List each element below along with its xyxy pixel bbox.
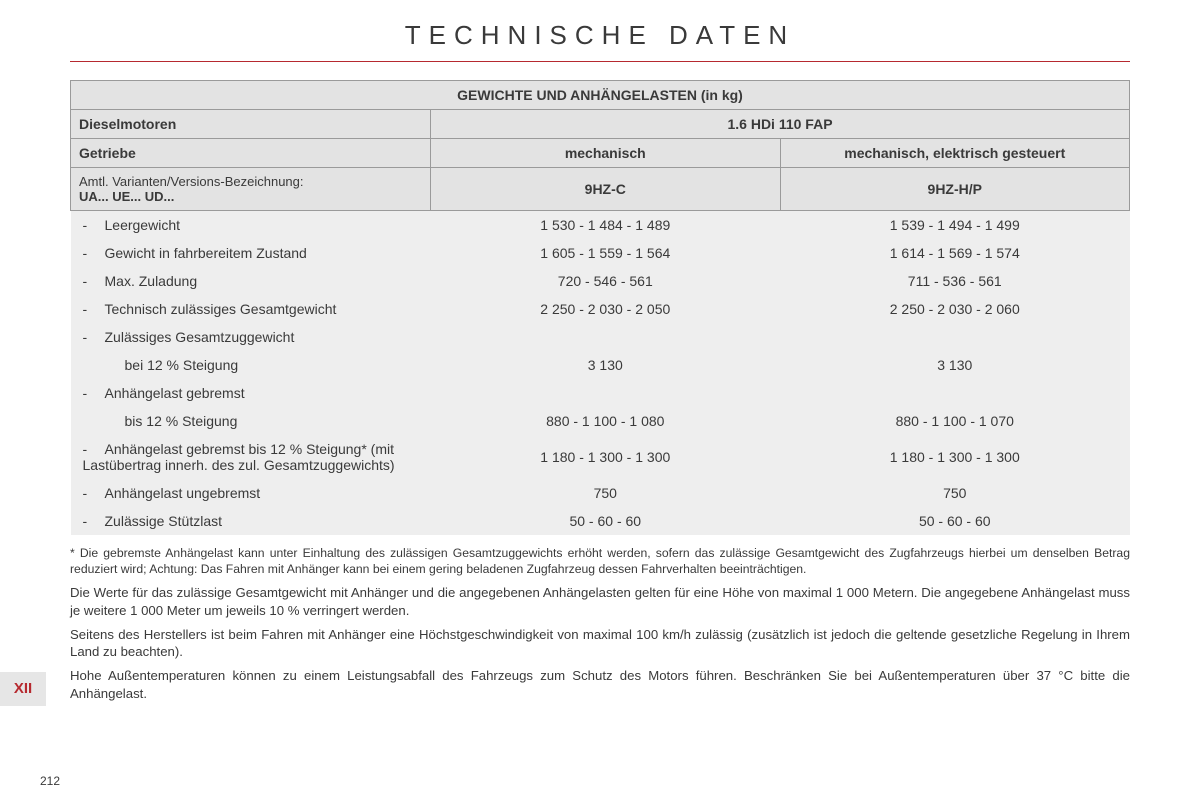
row-label: -Anhängelast gebremst bis 12 % Steigung*… xyxy=(71,435,431,479)
note-1: * Die gebremste Anhängelast kann unter E… xyxy=(70,545,1130,578)
weights-table: GEWICHTE UND ANHÄNGELASTEN (in kg) Diese… xyxy=(70,80,1130,535)
note-4: Hohe Außentemperaturen können zu einem L… xyxy=(70,667,1130,703)
table-row: -Gewicht in fahrbereitem Zustand1 605 - … xyxy=(71,239,1130,267)
row-value-1: 720 - 546 - 561 xyxy=(431,267,780,295)
row-value-1: 750 xyxy=(431,479,780,507)
row-value-2: 2 250 - 2 030 - 2 060 xyxy=(780,295,1129,323)
engine-value: 1.6 HDi 110 FAP xyxy=(431,110,1130,139)
row-value-1 xyxy=(431,323,780,351)
gearbox-label: Getriebe xyxy=(71,139,431,168)
row-value-2 xyxy=(780,323,1129,351)
row-label: -Max. Zuladung xyxy=(71,267,431,295)
table-row: -Anhängelast gebremst bis 12 % Steigung*… xyxy=(71,435,1130,479)
row-value-1: 3 130 xyxy=(431,351,780,379)
table-row: -Zulässiges Gesamtzuggewicht xyxy=(71,323,1130,351)
table-row: bis 12 % Steigung880 - 1 100 - 1 080880 … xyxy=(71,407,1130,435)
row-value-2 xyxy=(780,379,1129,407)
row-value-2: 3 130 xyxy=(780,351,1129,379)
row-value-2: 1 539 - 1 494 - 1 499 xyxy=(780,211,1129,240)
page-title: TECHNISCHE DATEN xyxy=(70,20,1130,51)
page-number: 212 xyxy=(40,774,60,788)
row-label: -Gewicht in fahrbereitem Zustand xyxy=(71,239,431,267)
table-row: -Max. Zuladung720 - 546 - 561711 - 536 -… xyxy=(71,267,1130,295)
note-2: Die Werte für das zulässige Gesamtgewich… xyxy=(70,584,1130,620)
row-label: bis 12 % Steigung xyxy=(71,407,431,435)
row-value-2: 50 - 60 - 60 xyxy=(780,507,1129,535)
table-row: -Anhängelast gebremst xyxy=(71,379,1130,407)
variant-col1: 9HZ-C xyxy=(431,168,780,211)
row-label: -Anhängelast gebremst xyxy=(71,379,431,407)
engine-label: Dieselmotoren xyxy=(71,110,431,139)
table-row: bei 12 % Steigung3 1303 130 xyxy=(71,351,1130,379)
table-row: -Anhängelast ungebremst750750 xyxy=(71,479,1130,507)
table-row: -Zulässige Stützlast50 - 60 - 6050 - 60 … xyxy=(71,507,1130,535)
row-label: -Technisch zulässiges Gesamtgewicht xyxy=(71,295,431,323)
row-value-2: 1 180 - 1 300 - 1 300 xyxy=(780,435,1129,479)
title-rule xyxy=(70,61,1130,62)
table-row: -Technisch zulässiges Gesamtgewicht2 250… xyxy=(71,295,1130,323)
row-value-1: 880 - 1 100 - 1 080 xyxy=(431,407,780,435)
row-label: bei 12 % Steigung xyxy=(71,351,431,379)
variant-label: Amtl. Varianten/Versions-Bezeichnung: UA… xyxy=(71,168,431,211)
notes-block: * Die gebremste Anhängelast kann unter E… xyxy=(70,545,1130,703)
row-label: -Zulässiges Gesamtzuggewicht xyxy=(71,323,431,351)
row-label: -Zulässige Stützlast xyxy=(71,507,431,535)
row-label: -Leergewicht xyxy=(71,211,431,240)
row-value-1: 1 605 - 1 559 - 1 564 xyxy=(431,239,780,267)
table-main-header: GEWICHTE UND ANHÄNGELASTEN (in kg) xyxy=(71,81,1130,110)
row-value-2: 750 xyxy=(780,479,1129,507)
row-value-1: 2 250 - 2 030 - 2 050 xyxy=(431,295,780,323)
variant-col2: 9HZ-H/P xyxy=(780,168,1129,211)
gearbox-col2: mechanisch, elektrisch gesteuert xyxy=(780,139,1129,168)
table-row: -Leergewicht1 530 - 1 484 - 1 4891 539 -… xyxy=(71,211,1130,240)
row-value-1: 1 530 - 1 484 - 1 489 xyxy=(431,211,780,240)
row-label: -Anhängelast ungebremst xyxy=(71,479,431,507)
chapter-tab: XII xyxy=(0,672,46,706)
note-3: Seitens des Herstellers ist beim Fahren … xyxy=(70,626,1130,662)
row-value-2: 1 614 - 1 569 - 1 574 xyxy=(780,239,1129,267)
gearbox-col1: mechanisch xyxy=(431,139,780,168)
row-value-2: 711 - 536 - 561 xyxy=(780,267,1129,295)
row-value-2: 880 - 1 100 - 1 070 xyxy=(780,407,1129,435)
row-value-1 xyxy=(431,379,780,407)
row-value-1: 1 180 - 1 300 - 1 300 xyxy=(431,435,780,479)
row-value-1: 50 - 60 - 60 xyxy=(431,507,780,535)
